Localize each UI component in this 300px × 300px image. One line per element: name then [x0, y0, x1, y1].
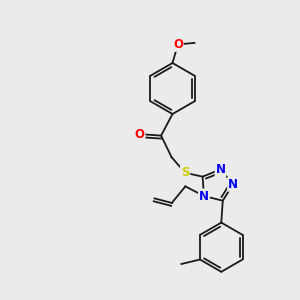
Text: N: N	[228, 178, 238, 191]
Text: N: N	[216, 163, 226, 176]
Text: S: S	[181, 166, 189, 179]
Text: N: N	[199, 190, 209, 202]
Text: O: O	[134, 128, 145, 141]
Text: O: O	[173, 38, 183, 51]
